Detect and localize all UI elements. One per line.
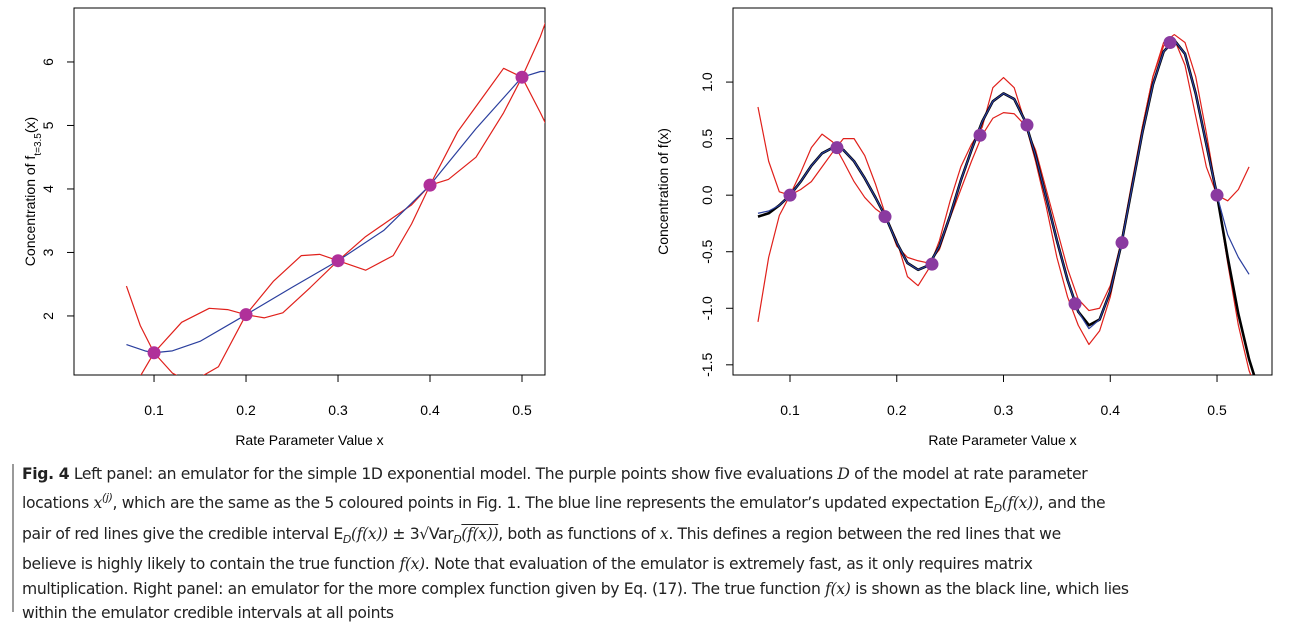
caption-run: Fig. 4 — [22, 465, 70, 483]
caption: Fig. 4 Left panel: an emulator for the s… — [22, 462, 1284, 625]
x-tick-label: 0.4 — [420, 402, 440, 418]
data-point — [515, 70, 529, 84]
y-tick-label: 2 — [40, 312, 56, 320]
caption-run: , and the — [1038, 494, 1106, 513]
y-axis-label-part: Concentration of f(x) — [655, 128, 671, 255]
data-point — [147, 346, 161, 360]
series-line — [125, 67, 545, 375]
y-tick-label: 0.5 — [699, 129, 715, 149]
plot-box — [73, 7, 546, 376]
caption-run: (f(x)) — [461, 524, 499, 543]
caption-run: f(x) — [399, 555, 425, 574]
x-tick-label: 0.3 — [994, 402, 1014, 418]
caption-run: (j) — [101, 491, 113, 505]
data-point — [973, 128, 987, 142]
data-point — [925, 257, 939, 271]
caption-run: multiplication. Right panel: an emulator… — [22, 579, 826, 598]
caption-run: ± 3√Var — [387, 524, 454, 543]
caption-line: believe is highly likely to contain the … — [22, 552, 1284, 576]
y-axis-label: Concentration of ft=3.5(x) — [22, 117, 44, 266]
x-axis-label: Rate Parameter Value x — [928, 432, 1076, 448]
y-tick-label: 6 — [40, 58, 56, 66]
data-point — [1210, 188, 1224, 202]
caption-line: pair of red lines give the credible inte… — [22, 522, 1284, 552]
y-tick-label: 1.0 — [699, 72, 715, 92]
x-tick-label: 0.2 — [887, 402, 907, 418]
data-point — [331, 254, 345, 268]
y-tick-label: -1.0 — [699, 296, 715, 320]
chart-panel: 0.1 0.2 0.3 0.4 0.5 2 3 4 5 6 Rate Parameter Value… — [22, 7, 546, 448]
caption-run: , which are the same as the 5 coloured p… — [112, 494, 994, 513]
series-line — [757, 38, 1256, 375]
caption-run: . This defines a region between the red … — [668, 524, 1061, 543]
plot-box — [732, 7, 1273, 376]
x-tick-label: 0.5 — [512, 402, 532, 418]
data-point — [1068, 297, 1082, 311]
data-point — [783, 188, 797, 202]
caption-run: is shown as the black line, which lies — [850, 579, 1129, 598]
data-point — [239, 308, 253, 322]
caption-run: D — [993, 502, 1002, 516]
y-tick-label: 3 — [40, 248, 56, 256]
y-tick-label: 4 — [40, 185, 56, 193]
caption-run: Left panel: an emulator for the simple 1… — [69, 465, 838, 483]
caption-run: D — [453, 532, 462, 546]
plot-area — [125, 22, 545, 375]
x-tick-label: 0.1 — [144, 402, 164, 418]
data-point — [1020, 118, 1034, 132]
caption-run: D — [342, 532, 351, 546]
caption-run: within the emulator credible intervals a… — [22, 604, 394, 623]
caption-run: x — [93, 494, 102, 513]
data-point — [830, 141, 844, 155]
y-tick-label: -0.5 — [699, 239, 715, 263]
caption-run: pair of red lines give the credible inte… — [22, 524, 343, 543]
caption-bar — [12, 464, 14, 612]
caption-line: within the emulator credible intervals a… — [22, 601, 1284, 625]
x-tick-label: 0.3 — [328, 402, 348, 418]
caption-run: , both as functions of — [498, 524, 660, 543]
figure: 0.1 0.2 0.3 0.4 0.5 2 3 4 5 6 Rate Parameter Value… — [22, 7, 1273, 448]
caption-run: f(x) — [825, 579, 851, 598]
x-axis-label: Rate Parameter Value x — [235, 432, 383, 448]
caption-run: believe is highly likely to contain the … — [22, 555, 400, 574]
chart-panel: 0.1 0.2 0.3 0.4 0.5 -1.5 -1.0 -0.5 0.0 0.5 1.0 Rate… — [655, 7, 1273, 448]
data-point — [423, 178, 437, 192]
data-point — [878, 210, 892, 224]
y-tick-label: -1.5 — [699, 353, 715, 377]
x-tick-label: 0.4 — [1101, 402, 1121, 418]
caption-line: Fig. 4 Left panel: an emulator for the s… — [22, 462, 1284, 486]
y-axis-label-part: t=3.5 — [33, 133, 44, 156]
caption-run: (f(x)) — [350, 524, 388, 543]
caption-run: x — [659, 524, 669, 543]
y-axis-label: Concentration of f(x) — [655, 128, 671, 255]
series-line — [126, 70, 545, 354]
x-tick-label: 0.5 — [1207, 402, 1227, 418]
caption-line: multiplication. Right panel: an emulator… — [22, 577, 1284, 601]
data-point — [1163, 35, 1177, 49]
data-point — [1115, 236, 1129, 250]
series-line — [757, 39, 1250, 330]
caption-run: D — [837, 465, 850, 483]
x-tick-label: 0.1 — [780, 402, 800, 418]
series-line — [140, 22, 545, 375]
caption-run: . Note that evaluation of the emulator i… — [424, 555, 1033, 574]
y-tick-label: 5 — [40, 121, 56, 129]
caption-run: (f(x)) — [1001, 494, 1039, 513]
caption-run: locations — [22, 494, 94, 513]
y-axis-label-part: (x) — [22, 117, 38, 133]
y-tick-label: 0.0 — [699, 185, 715, 205]
plot-area — [757, 33, 1256, 375]
y-axis-label-part: Concentration of f — [22, 156, 38, 267]
x-tick-label: 0.2 — [236, 402, 256, 418]
series-line — [757, 33, 1252, 375]
series-line — [757, 38, 1250, 346]
caption-run: of the model at rate parameter — [849, 465, 1088, 483]
caption-line: locations x(j), which are the same as th… — [22, 486, 1284, 521]
